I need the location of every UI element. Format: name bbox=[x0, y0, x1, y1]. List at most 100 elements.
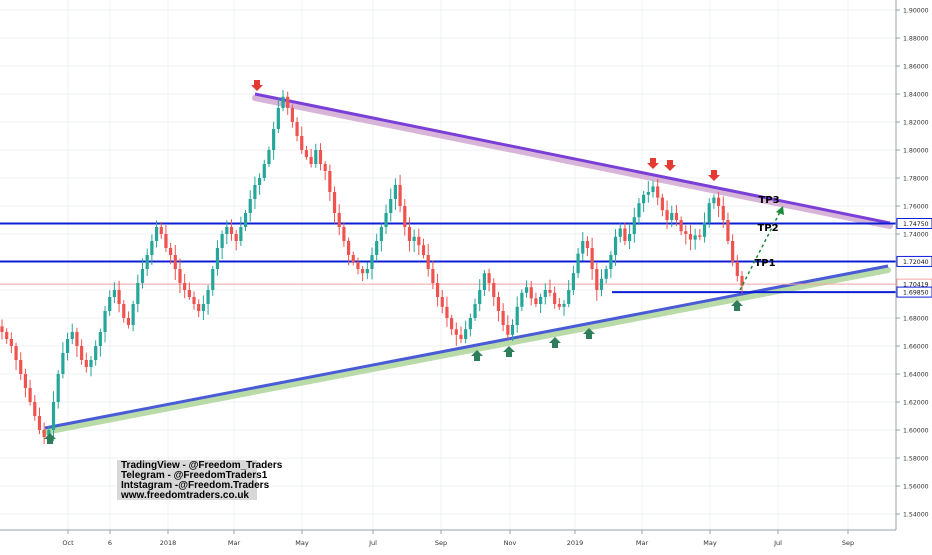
candle-body-2 bbox=[9, 339, 13, 346]
candle-body-76 bbox=[356, 262, 360, 269]
candle-body-119 bbox=[557, 304, 561, 307]
price-axis-label-17: 1.56000 bbox=[903, 484, 929, 491]
candle-body-4 bbox=[19, 360, 23, 374]
candle-body-85 bbox=[398, 185, 402, 206]
candle-body-52 bbox=[243, 213, 248, 227]
candle-body-83 bbox=[389, 199, 393, 213]
candle-body-143 bbox=[670, 213, 674, 220]
candle-body-138 bbox=[646, 192, 650, 195]
price-axis-label-13: 1.64000 bbox=[903, 372, 929, 379]
candle-body-90 bbox=[421, 245, 426, 255]
resistance-trendline bbox=[254, 92, 891, 225]
candle-body-61 bbox=[286, 96, 290, 108]
candle-body-145 bbox=[679, 220, 683, 232]
candle-body-140 bbox=[656, 186, 660, 198]
candle-body-1 bbox=[5, 332, 9, 339]
tp-label-tp2: TP2 bbox=[757, 223, 778, 234]
candle-body-80 bbox=[375, 241, 379, 255]
candle-body-11 bbox=[51, 402, 56, 430]
candle-body-15 bbox=[70, 332, 74, 339]
time-axis-label-12: Sep bbox=[842, 539, 854, 547]
candle-body-123 bbox=[576, 253, 580, 274]
candle-body-70 bbox=[328, 171, 332, 192]
candle-body-149 bbox=[698, 235, 702, 237]
candle-body-129 bbox=[604, 269, 608, 279]
candle-body-107 bbox=[501, 311, 505, 325]
candle-body-18 bbox=[84, 360, 88, 367]
watermark-line-website: www.freedomtraders.co.uk bbox=[121, 490, 249, 501]
candle-body-42 bbox=[197, 304, 201, 311]
candle-body-30 bbox=[140, 269, 145, 283]
candle-body-114 bbox=[534, 298, 538, 304]
candle-body-136 bbox=[637, 203, 641, 218]
candle-body-74 bbox=[346, 241, 351, 255]
price-axis-background bbox=[896, 0, 932, 550]
candle-body-56 bbox=[262, 164, 266, 178]
price-label-box-1 bbox=[896, 255, 932, 267]
candle-body-26 bbox=[122, 304, 126, 318]
candle-body-29 bbox=[136, 283, 140, 304]
candle-body-68 bbox=[318, 150, 323, 164]
candle-body-19 bbox=[89, 360, 93, 367]
candle-body-144 bbox=[674, 213, 679, 220]
candle-body-108 bbox=[506, 325, 510, 335]
candle-body-150 bbox=[702, 222, 707, 237]
candle-body-47 bbox=[220, 234, 224, 248]
candle-body-78 bbox=[365, 269, 369, 274]
candle-body-8 bbox=[37, 416, 42, 430]
price-label-box-3 bbox=[896, 286, 932, 298]
time-axis-label-4: May bbox=[295, 539, 309, 547]
candle-body-7 bbox=[33, 402, 37, 416]
candle-body-0 bbox=[0, 326, 4, 332]
candle-body-12 bbox=[56, 374, 60, 402]
candle-body-93 bbox=[435, 283, 440, 297]
candle-body-66 bbox=[309, 157, 313, 164]
candle-body-71 bbox=[332, 192, 337, 213]
candle-body-73 bbox=[342, 227, 346, 241]
candle-body-95 bbox=[445, 306, 449, 318]
candle-body-105 bbox=[492, 283, 496, 297]
time-axis-label-10: May bbox=[703, 539, 717, 547]
candle-body-28 bbox=[131, 304, 135, 325]
candle-body-48 bbox=[225, 227, 229, 234]
candle-body-94 bbox=[440, 297, 444, 307]
candle-body-89 bbox=[417, 236, 421, 246]
candle-body-36 bbox=[169, 248, 173, 255]
candle-body-14 bbox=[65, 339, 70, 353]
up-arrow-marker-4 bbox=[583, 328, 595, 339]
candle-body-147 bbox=[688, 234, 693, 240]
price-axis-label-2: 1.86000 bbox=[903, 64, 929, 71]
candle-body-58 bbox=[272, 129, 276, 150]
price-axis-label-15: 1.60000 bbox=[903, 428, 929, 435]
candle-body-122 bbox=[571, 273, 575, 290]
candle-body-31 bbox=[145, 255, 149, 269]
candle-body-98 bbox=[459, 334, 463, 339]
price-label-1: 1.72040 bbox=[903, 259, 929, 266]
price-axis-label-12: 1.66000 bbox=[903, 344, 929, 351]
projection-arrow-head bbox=[776, 206, 784, 215]
candle-body-126 bbox=[590, 248, 594, 269]
candle-body-155 bbox=[726, 220, 730, 241]
candle-body-37 bbox=[173, 255, 177, 269]
candle-body-81 bbox=[379, 227, 383, 241]
down-arrow-marker-3 bbox=[708, 170, 720, 181]
candle-body-156 bbox=[731, 241, 735, 262]
candle-body-53 bbox=[248, 199, 252, 213]
up-arrow-marker-2 bbox=[503, 346, 515, 357]
candle-body-10 bbox=[47, 430, 51, 437]
candle-body-134 bbox=[627, 234, 632, 241]
candle-body-17 bbox=[80, 346, 84, 360]
candle-body-106 bbox=[496, 297, 501, 311]
candle-body-40 bbox=[187, 290, 191, 297]
candle-body-69 bbox=[323, 164, 327, 171]
price-axis-label-6: 1.78000 bbox=[903, 176, 929, 183]
time-axis-label-7: Nov bbox=[504, 539, 517, 547]
candle-body-116 bbox=[543, 290, 547, 297]
candle-body-117 bbox=[548, 290, 552, 293]
candle-body-157 bbox=[735, 262, 739, 276]
candle-body-109 bbox=[510, 325, 515, 335]
candle-body-91 bbox=[426, 255, 430, 269]
time-axis-label-3: Mar bbox=[228, 539, 241, 547]
candle-body-104 bbox=[487, 273, 491, 283]
